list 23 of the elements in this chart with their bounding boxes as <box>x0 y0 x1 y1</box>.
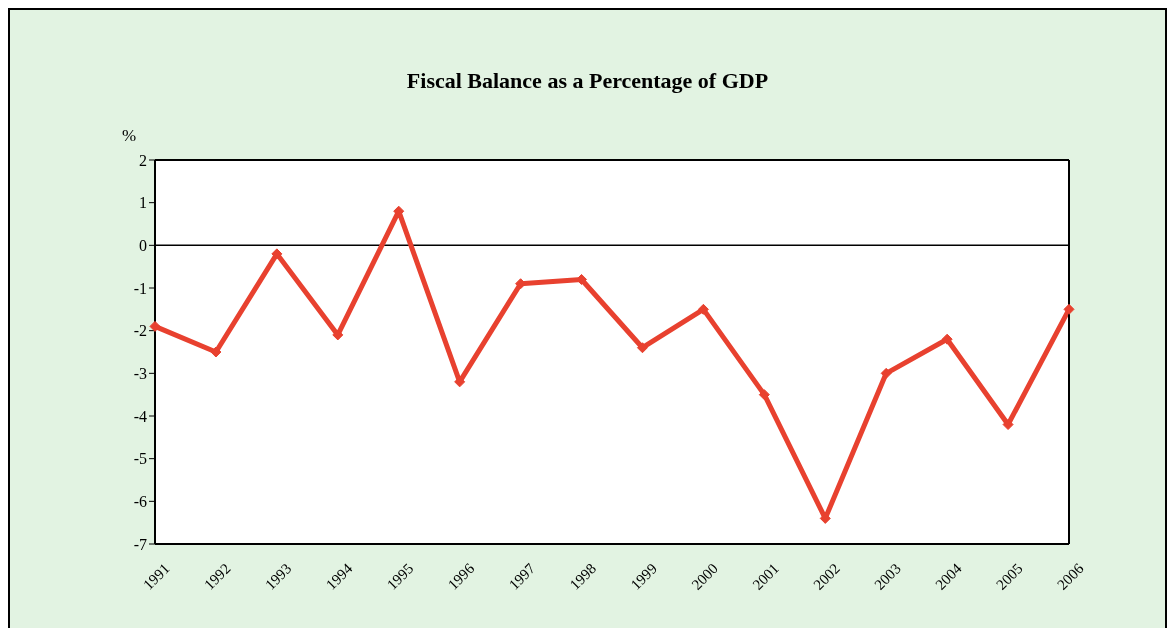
y-tick-label: 0 <box>139 237 147 255</box>
y-tick-label: -4 <box>133 407 147 425</box>
point <box>758 389 770 401</box>
y-tick-label: -2 <box>133 322 147 340</box>
point <box>149 320 161 332</box>
point <box>210 346 222 358</box>
point <box>697 303 709 315</box>
y-tick-label: 1 <box>139 194 147 212</box>
y-tick-label: -6 <box>133 493 147 511</box>
point <box>332 329 344 341</box>
point <box>1063 303 1075 315</box>
chart-title: Fiscal Balance as a Percentage of GDP <box>405 68 770 94</box>
point <box>1002 419 1014 431</box>
y-axis-title: % <box>122 126 137 146</box>
y-tick-label: -7 <box>133 535 147 553</box>
y-tick-label: -3 <box>133 365 147 383</box>
y-tick-label: 2 <box>139 151 147 169</box>
point <box>880 367 892 379</box>
point <box>941 333 953 345</box>
point <box>271 248 283 260</box>
point <box>636 342 648 354</box>
y-tick-label: -5 <box>133 450 147 468</box>
y-tick-label: -1 <box>133 279 147 297</box>
